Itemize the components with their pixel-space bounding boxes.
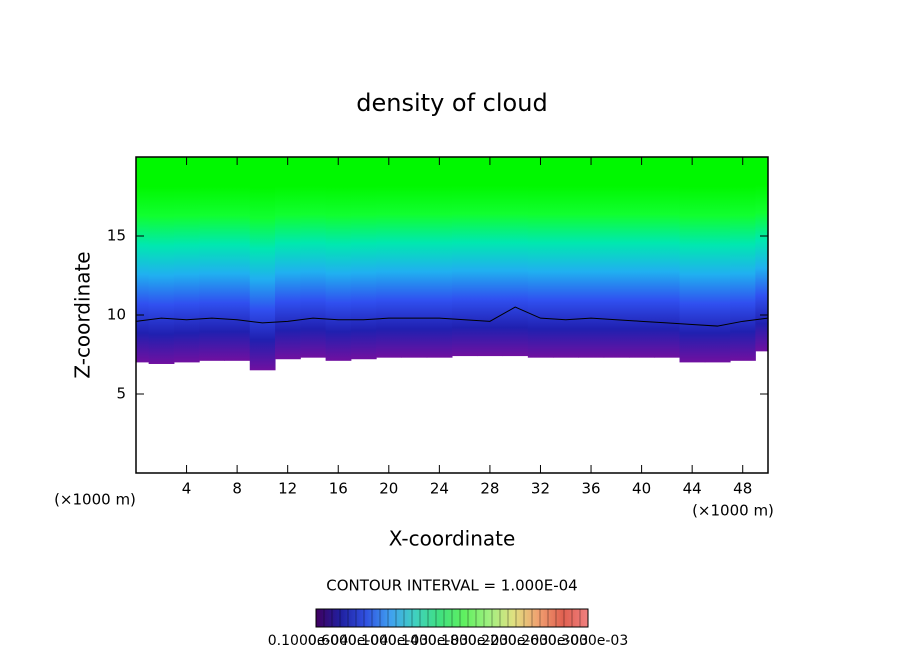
cloud-column <box>730 157 756 361</box>
cloud-column <box>376 157 402 358</box>
cloud-column <box>578 157 605 358</box>
cloud-column <box>679 157 706 363</box>
cloud-column <box>350 157 377 360</box>
y-tick-label: 15 <box>107 227 126 245</box>
cloud-column <box>553 157 579 358</box>
cloud-column <box>755 157 769 352</box>
contour-interval: CONTOUR INTERVAL = 1.000E-04 <box>326 577 577 595</box>
y-unit: (×1000 m) <box>54 491 136 509</box>
x-tick-label: 44 <box>683 480 702 498</box>
colorbar-label: 0.1000e-04 <box>268 633 349 649</box>
x-tick-label: 20 <box>379 480 398 498</box>
y-axis-label: Z-coordinate <box>71 251 95 378</box>
x-axis-label: X-coordinate <box>389 527 516 551</box>
cloud-column <box>654 157 681 358</box>
colorbar-label: 0.1000e-03 <box>348 633 428 649</box>
cloud-column <box>224 157 251 361</box>
cloud-column <box>136 157 150 363</box>
colorbar-label: 0.2600e-03 <box>508 633 588 649</box>
cloud-column <box>249 157 276 371</box>
contour-line <box>135 306 769 327</box>
cloud-column <box>502 157 529 357</box>
colorbar <box>315 608 589 628</box>
cloud-column <box>452 157 478 357</box>
x-tick-label: 48 <box>733 480 752 498</box>
cloud-column <box>603 157 630 358</box>
cloud-column <box>704 157 731 363</box>
cloud-column <box>325 157 352 361</box>
cloud-column <box>527 157 554 358</box>
cloud-column <box>148 157 175 364</box>
x-tick-label: 28 <box>480 480 499 498</box>
x-tick-label: 4 <box>182 480 192 498</box>
x-tick-label: 12 <box>278 480 297 498</box>
chart-title: density of cloud <box>356 89 547 117</box>
cloud-column <box>300 157 327 358</box>
colorbar-label: 0.6000e-04 <box>308 633 389 649</box>
cloud-column <box>275 157 301 360</box>
x-tick-label: 16 <box>329 480 348 498</box>
cloud-column <box>199 157 225 361</box>
cloud-column <box>426 157 453 358</box>
colorbar-label: 0.2200e-03 <box>468 633 548 649</box>
y-tick-label: 10 <box>107 306 126 324</box>
cloud-column <box>477 157 504 357</box>
cloud-column <box>173 157 200 363</box>
y-tick-label: 5 <box>116 385 126 403</box>
x-tick-label: 8 <box>232 480 242 498</box>
x-tick-label: 24 <box>430 480 449 498</box>
x-tick-label: 40 <box>632 480 651 498</box>
x-tick-label: 32 <box>531 480 550 498</box>
colorbar-label: 0.1800e-03 <box>428 633 508 649</box>
x-tick-label: 36 <box>581 480 600 498</box>
cloud-column <box>401 157 428 358</box>
cloud-column <box>628 157 655 358</box>
x-unit: (×1000 m) <box>692 502 774 520</box>
colorbar-label: 0.3000e-03 <box>548 633 628 649</box>
colorbar-label: 0.1400e-03 <box>388 633 468 649</box>
